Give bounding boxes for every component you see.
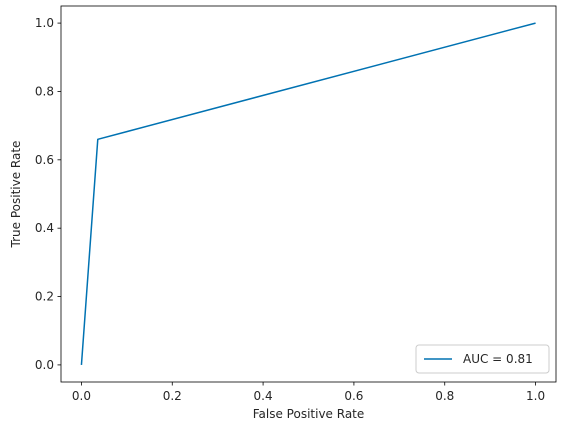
y-axis-label: True Positive Rate	[9, 141, 23, 249]
y-tick-label: 0.4	[35, 221, 54, 235]
plot-series	[80, 22, 536, 365]
y-tick-label: 0.6	[35, 153, 54, 167]
legend-entry-label: AUC = 0.81	[463, 352, 533, 366]
y-tick-label: 0.0	[35, 358, 54, 372]
y-tick-label: 0.8	[35, 84, 54, 98]
y-tick-label: 1.0	[35, 16, 54, 30]
x-tick-label: 0.2	[163, 389, 182, 403]
x-axis-label: False Positive Rate	[253, 407, 365, 421]
x-tick-label: 0.0	[72, 389, 91, 403]
x-axis-ticks: 0.0 0.2 0.4 0.6 0.8 1.0	[72, 382, 545, 403]
x-tick-label: 0.4	[254, 389, 273, 403]
legend-box	[415, 344, 550, 374]
axes-frame	[60, 5, 557, 383]
y-tick-label: 0.2	[35, 290, 54, 304]
roc-curve-line	[80, 22, 536, 365]
legend: AUC = 0.81	[415, 344, 550, 374]
x-tick-label: 1.0	[526, 389, 545, 403]
x-tick-label: 0.6	[344, 389, 363, 403]
y-axis-ticks: 0.0 0.2 0.4 0.6 0.8 1.0	[35, 16, 61, 372]
x-tick-label: 0.8	[435, 389, 454, 403]
